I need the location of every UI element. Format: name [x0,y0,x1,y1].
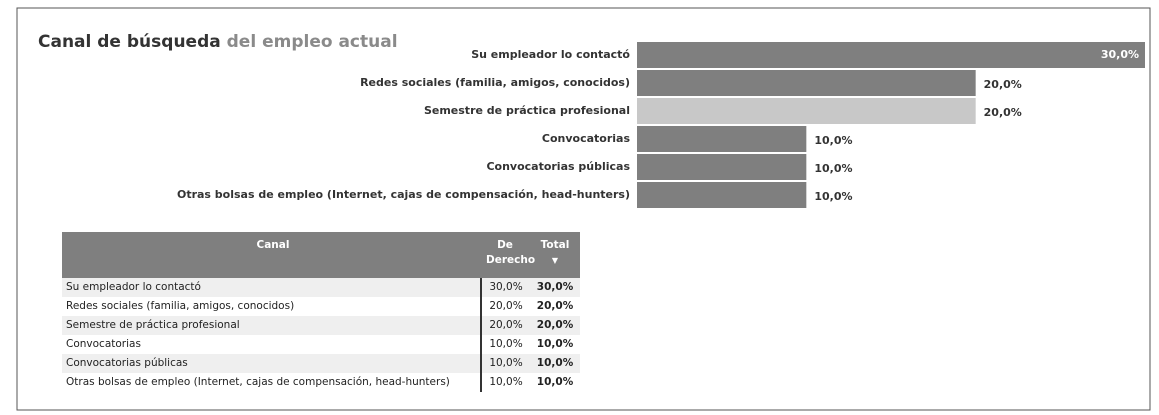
table-cell: 30,0% [480,278,530,297]
table-cell: 30,0% [536,281,574,293]
table-cell: 10,0% [480,354,530,373]
value-label: 10,0% [814,162,852,175]
category-label: Semestre de práctica profesional [424,104,630,117]
bar [637,154,807,180]
table-cell: 20,0% [536,300,574,312]
value-label: 10,0% [814,190,852,203]
bar [637,126,807,152]
column-header: Canal [256,239,290,251]
column-header: De Derecho [486,239,536,266]
table-cell: Semestre de práctica profesional [66,319,240,331]
title: Canal de búsqueda [38,32,221,52]
category-label: Otras bolsas de empleo (Internet, cajas … [177,188,630,201]
table-cell: 10,0% [536,376,574,388]
table-body: Su empleador lo contactó 30,0% 30,0% Redes … [62,278,580,392]
chart-title: Canal de búsqueda del empleo actual [38,32,398,52]
table-row: Convocatorias 10,0% 10,0% [62,335,580,354]
subtitle: del empleo actual [227,32,398,52]
value-label: 20,0% [984,106,1022,119]
category-label: Convocatorias públicas [486,160,630,173]
table-header: Canal De Derecho Total ▼ [62,232,580,278]
table-cell: Otras bolsas de empleo (Internet, cajas … [66,376,450,388]
category-label: Redes sociales (familia, amigos, conocid… [360,76,630,89]
table-cell: Convocatorias [66,338,141,350]
bar [637,98,976,124]
table-cell: 10,0% [536,357,574,369]
sort-arrow: ▼ [551,256,559,265]
value-label: 20,0% [984,78,1022,91]
table-row: Redes sociales (familia, amigos, conocid… [62,297,580,316]
bar [637,42,1145,68]
frame [16,7,1151,411]
category-label: Convocatorias [542,132,631,145]
table-cell: 20,0% [536,319,574,331]
column-header[interactable]: Total ▼ [530,232,580,278]
table-cell: Su empleador lo contactó [66,281,201,293]
table-cell: 20,0% [480,297,530,316]
bar [637,182,807,208]
table-row: Su empleador lo contactó 30,0% 30,0% [62,278,580,297]
table-cell: Redes sociales (familia, amigos, conocid… [66,300,295,312]
value-label: 10,0% [814,134,852,147]
category-label: Su empleador lo contactó [471,48,630,61]
table-cell: Convocatorias públicas [66,357,188,369]
table-cell: 20,0% [480,316,530,335]
table-row: Convocatorias públicas 10,0% 10,0% [62,354,580,373]
table: Canal De Derecho Total ▼ Su empleador lo … [62,232,580,392]
table-cell: 10,0% [480,373,530,392]
table-cell: 10,0% [480,335,530,354]
bar [637,70,976,96]
value-label: 30,0% [1101,48,1139,61]
column-header-label: Total [540,239,570,251]
table-row: Otras bolsas de empleo (Internet, cajas … [62,373,580,392]
table-row: Semestre de práctica profesional 20,0% 20,… [62,316,580,335]
table-cell: 10,0% [536,338,574,350]
